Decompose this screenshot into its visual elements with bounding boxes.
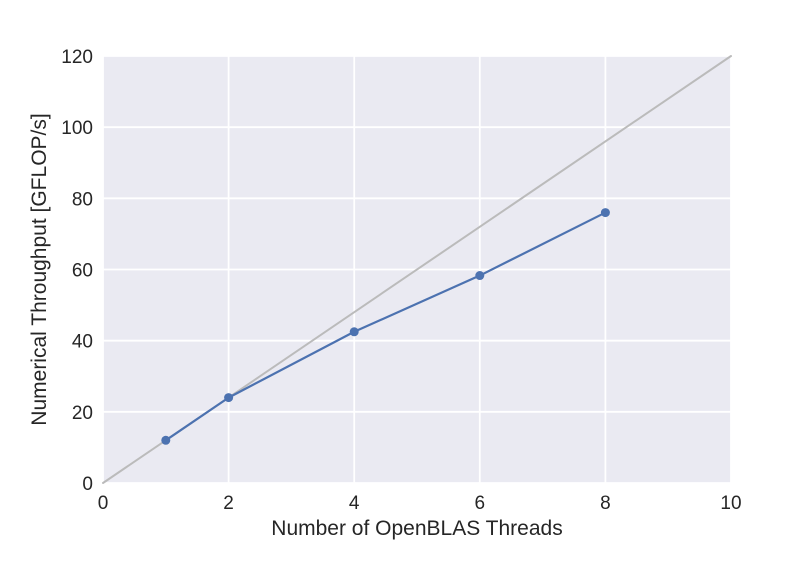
y-tick-label: 60: [72, 261, 93, 282]
y-tick-label: 100: [61, 118, 93, 139]
y-tick-label: 20: [72, 403, 93, 424]
y-tick-label: 0: [82, 474, 93, 495]
y-tick-label: 120: [61, 47, 93, 68]
measured-series: [161, 208, 610, 445]
y-tick-label: 80: [72, 189, 93, 210]
data-point: [349, 327, 359, 337]
x-tick-label: 0: [98, 493, 109, 514]
data-point: [224, 393, 234, 403]
x-axis-ticks: 0 2 4 6 8 10: [98, 493, 742, 514]
y-axis-ticks: 0 20 40 60 80 100 120: [61, 47, 93, 495]
x-axis-label: Number of OpenBLAS Threads: [271, 517, 562, 540]
x-tick-label: 2: [223, 493, 234, 514]
data-point: [600, 208, 610, 218]
data-point: [475, 271, 485, 281]
x-tick-label: 10: [720, 493, 741, 514]
series-layer: [102, 55, 732, 484]
y-tick-label: 40: [72, 332, 93, 353]
x-tick-label: 8: [600, 493, 611, 514]
y-axis-label: Numerical Throughput [GFLOP/s]: [28, 113, 51, 425]
x-tick-label: 6: [475, 493, 486, 514]
data-point: [161, 435, 171, 445]
x-tick-label: 4: [349, 493, 360, 514]
